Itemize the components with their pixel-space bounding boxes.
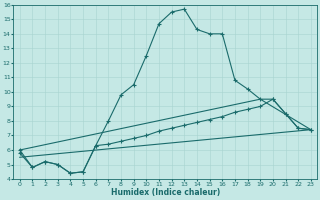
X-axis label: Humidex (Indice chaleur): Humidex (Indice chaleur)	[111, 188, 220, 197]
